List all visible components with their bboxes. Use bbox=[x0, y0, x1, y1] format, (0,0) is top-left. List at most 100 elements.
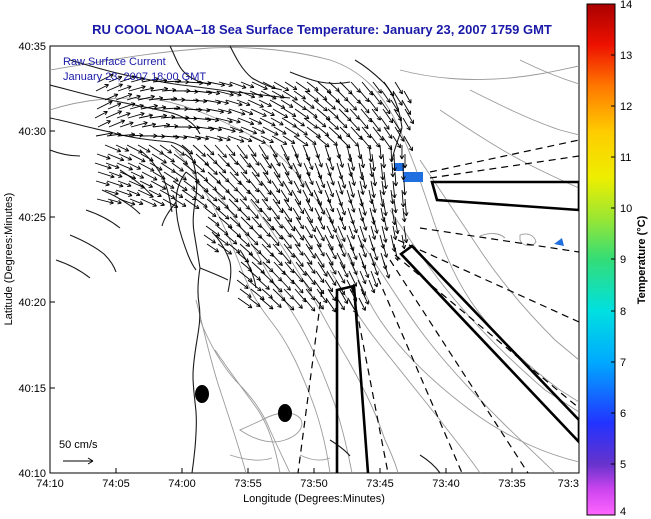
mooring-marker-2[interactable] bbox=[278, 404, 292, 422]
current-vector bbox=[240, 171, 251, 184]
current-vector-head bbox=[203, 101, 208, 104]
current-vector-head bbox=[402, 203, 406, 208]
current-vector-head bbox=[225, 164, 230, 167]
current-vector bbox=[151, 153, 167, 164]
current-vector bbox=[214, 234, 229, 246]
current-vector bbox=[361, 171, 366, 189]
current-vector-head bbox=[401, 176, 404, 181]
current-vector bbox=[251, 261, 265, 274]
current-vector bbox=[205, 135, 223, 141]
current-vector bbox=[360, 288, 369, 305]
current-vector-head bbox=[305, 131, 308, 136]
current-vector-head bbox=[197, 178, 200, 183]
current-vector-head bbox=[333, 181, 335, 186]
current-vector-head bbox=[320, 265, 325, 268]
current-vector-head bbox=[310, 107, 315, 109]
current-vector bbox=[306, 216, 316, 233]
current-vector bbox=[217, 243, 232, 255]
current-vector bbox=[335, 234, 343, 248]
current-vector-head bbox=[276, 201, 280, 205]
current-vector bbox=[324, 99, 336, 110]
current-vector-head bbox=[370, 248, 375, 252]
current-vector-head bbox=[248, 216, 251, 221]
current-vector bbox=[350, 81, 361, 93]
current-vector-head bbox=[232, 128, 236, 132]
current-vector-head bbox=[278, 263, 283, 267]
current-vector-head bbox=[295, 96, 298, 101]
current-vector bbox=[95, 180, 110, 186]
current-vector bbox=[282, 90, 298, 101]
current-vector-head bbox=[215, 93, 220, 96]
current-vector bbox=[304, 135, 317, 145]
current-vector-head bbox=[254, 216, 259, 219]
current-vector-head bbox=[365, 184, 368, 189]
current-vector-head bbox=[290, 233, 292, 238]
current-vector bbox=[116, 112, 131, 119]
current-vector bbox=[182, 117, 198, 120]
current-vector-head bbox=[129, 121, 134, 123]
current-vector bbox=[140, 105, 158, 110]
y-tick-label: 40:35 bbox=[18, 41, 46, 53]
current-vector-head bbox=[129, 166, 133, 170]
current-vector-head bbox=[221, 171, 226, 174]
mooring-marker-1[interactable] bbox=[195, 385, 209, 403]
current-vector-head bbox=[373, 166, 377, 172]
current-vector-head bbox=[141, 112, 145, 117]
current-vector-head bbox=[331, 309, 336, 313]
current-vector-head bbox=[393, 182, 397, 187]
current-vector bbox=[327, 198, 334, 213]
current-vector-head bbox=[161, 201, 165, 206]
current-vector bbox=[248, 117, 262, 125]
current-vector-head bbox=[341, 201, 343, 207]
current-vector bbox=[346, 279, 354, 293]
current-vector bbox=[159, 189, 176, 199]
current-vector bbox=[150, 88, 168, 92]
current-vector-head bbox=[408, 148, 413, 152]
current-vector bbox=[383, 171, 387, 189]
current-vector-head bbox=[283, 296, 286, 302]
x-tick-label: 73:50 bbox=[300, 478, 328, 490]
current-vector-head bbox=[287, 219, 292, 223]
current-vector-head bbox=[170, 161, 175, 163]
current-vector-head bbox=[333, 105, 336, 110]
current-vector-head bbox=[257, 199, 260, 204]
current-vector bbox=[97, 171, 115, 178]
current-vector-head bbox=[286, 288, 291, 291]
current-vector-head bbox=[128, 156, 133, 161]
current-vector-head bbox=[152, 123, 156, 128]
current-vector-head bbox=[128, 182, 132, 187]
current-vector-head bbox=[110, 200, 114, 204]
current-vector-head bbox=[258, 183, 263, 187]
current-vector-head bbox=[143, 121, 148, 124]
current-vector-head bbox=[399, 155, 403, 160]
current-vector bbox=[259, 207, 272, 222]
current-vector-head bbox=[322, 305, 324, 310]
current-vector-head bbox=[142, 158, 146, 162]
current-vector-head bbox=[376, 282, 379, 287]
current-vector bbox=[336, 207, 343, 222]
current-vector bbox=[195, 153, 209, 166]
current-vector bbox=[336, 117, 348, 129]
current-vector bbox=[170, 189, 184, 198]
current-vector bbox=[304, 180, 313, 197]
current-vector bbox=[238, 225, 250, 237]
current-vector-head bbox=[233, 189, 238, 192]
current-vector-head bbox=[217, 232, 221, 237]
current-vector bbox=[218, 171, 230, 183]
current-vector bbox=[370, 90, 382, 105]
current-vector bbox=[262, 216, 275, 231]
current-vector bbox=[161, 135, 179, 138]
current-vector-head bbox=[198, 109, 203, 113]
current-vector-head bbox=[224, 169, 227, 174]
current-vector-head bbox=[321, 125, 326, 128]
current-vector bbox=[368, 99, 378, 112]
current-vector bbox=[239, 108, 254, 115]
current-vector-head bbox=[396, 145, 401, 149]
current-vector-head bbox=[323, 123, 327, 128]
current-vector-head bbox=[239, 101, 243, 106]
current-vector-head bbox=[163, 86, 168, 90]
current-vector bbox=[283, 153, 293, 170]
current-vector bbox=[370, 180, 375, 198]
current-vector-head bbox=[162, 175, 166, 180]
current-vector bbox=[106, 133, 121, 137]
